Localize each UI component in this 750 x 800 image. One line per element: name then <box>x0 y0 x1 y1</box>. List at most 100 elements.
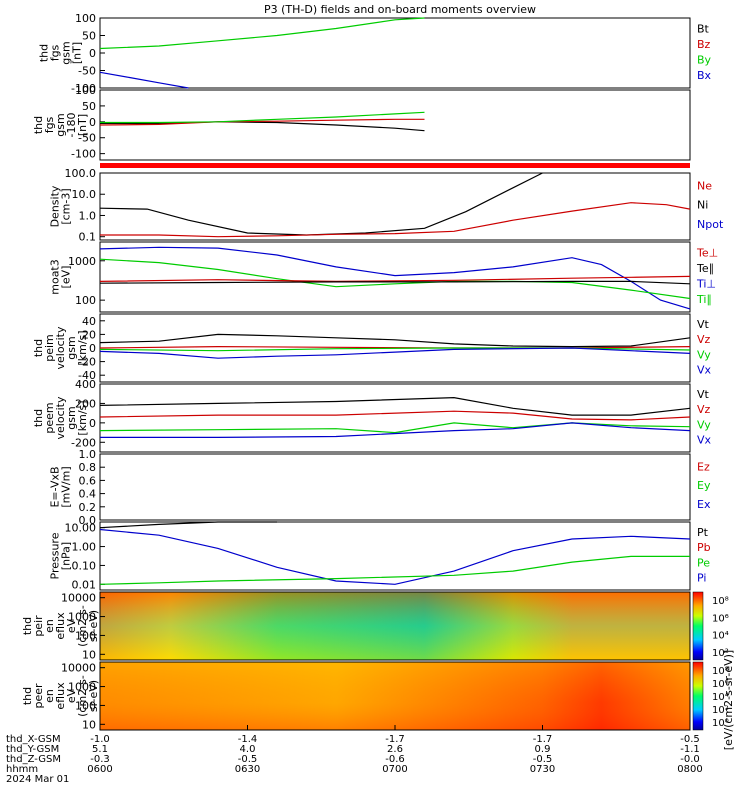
series-line-black <box>99 521 277 529</box>
y-axis-label-line: peem <box>43 402 56 433</box>
y-axis-label-line: [cm-3] <box>60 188 73 224</box>
y-axis-label: thdpeimvelocitygsm[km/s] <box>32 326 89 369</box>
y-axis-label-line: (cm2-s- <box>76 675 89 717</box>
y-axis-label-line: eflux <box>54 682 67 710</box>
colorbar-tick-label: 10⁶ <box>712 613 729 624</box>
y-axis-label-line: peer <box>32 683 45 709</box>
y-tick-label: 100 <box>75 12 96 25</box>
panel-frame <box>99 383 691 453</box>
y-tick-label: 1.00 <box>72 541 97 554</box>
x-tick-label: -1.7 <box>385 734 405 745</box>
figure-title: P3 (TH-D) fields and on-board moments ov… <box>264 3 536 16</box>
y-tick-label: 40 <box>82 315 96 328</box>
y-tick-label: 100 <box>75 84 96 97</box>
colorbar-tick-label: 10⁶ <box>712 679 729 690</box>
y-axis-label-line: gsm <box>60 41 73 64</box>
y-tick-label: 50 <box>82 100 96 113</box>
y-tick-label: 0.2 <box>79 501 97 514</box>
x-tick-label: 0600 <box>87 764 112 775</box>
x-tick-label: -0.5 <box>238 754 258 765</box>
x-row-label: thd_Z-GSM <box>6 754 61 765</box>
y-tick-label: 0.01 <box>72 578 97 591</box>
panels: 100500-50-100thdfgsgsm[nT]BtBzByBx100500… <box>21 12 735 750</box>
series-line-blue <box>99 528 691 585</box>
x-axis-block: -1.05.1-0.30600-1.44.0-0.50630-1.72.6-0.… <box>6 725 703 785</box>
y-axis-label-line: thd <box>21 687 34 705</box>
y-axis-label-line: eflux <box>54 612 67 640</box>
y-axis-label-line: Density <box>49 185 62 227</box>
y-tick-label: 0 <box>89 47 96 60</box>
y-tick-label: 100 <box>75 629 96 642</box>
y-axis-label: thdfgsgsm[nT] <box>38 41 84 64</box>
y-tick-label: -100 <box>71 148 96 161</box>
panel-frame <box>99 591 691 661</box>
colorbar <box>692 661 704 731</box>
y-axis-label-line: [nPa] <box>60 542 73 570</box>
y-axis-label-line: [km/s] <box>76 330 89 365</box>
colorbar-tick-label: 10⁸ <box>712 596 729 607</box>
y-axis-label-line: gsm <box>65 406 78 429</box>
y-axis-label-line: gsm <box>65 336 78 359</box>
y-tick-label: 100.0 <box>65 167 97 180</box>
y-tick-label: 0.6 <box>79 474 97 487</box>
series-line-green <box>99 17 425 50</box>
panel-frame <box>99 241 691 313</box>
x-tick-label: 0630 <box>235 764 260 775</box>
panel-7: 1.00.80.60.40.20.0 E=-VxB[mV/m] Ez Ey Ex <box>49 448 711 527</box>
x-tick-label: -1.7 <box>533 734 553 745</box>
y-axis-label-line: [km/s] <box>76 400 89 435</box>
spectrogram-overlay <box>100 592 690 660</box>
legend-entry: Pe <box>697 556 710 569</box>
legend-entry: Vy <box>697 348 711 361</box>
legend-entry: Te⊥ <box>696 246 718 259</box>
y-axis-label: moat3[eV] <box>49 259 73 295</box>
legend-entry: Te∥ <box>696 262 714 275</box>
y-tick-label: 0.10 <box>72 559 97 572</box>
x-tick-label: -0.5 <box>533 754 553 765</box>
y-tick-label: -20 <box>78 356 96 369</box>
y-axis-label-line: E=-VxB <box>49 466 62 507</box>
series-line-green <box>99 422 691 434</box>
panel-frame <box>99 89 691 161</box>
x-tick-label: -1.4 <box>238 734 258 745</box>
series-line-black <box>99 396 691 416</box>
series-line-red <box>99 118 425 126</box>
colorbar-label: [eV/(cm2-s-sr-eV)] <box>722 650 735 750</box>
y-axis-label-line: peim <box>43 334 56 362</box>
y-axis-label-line: thd <box>38 44 51 62</box>
y-tick-label: 0.8 <box>79 461 97 474</box>
y-tick-label: 1000 <box>68 255 96 268</box>
legend-entry: Pi <box>697 571 706 584</box>
panel-2: 100 50 0 -50 -100 thdfgsgsm-180[nT] <box>32 84 691 161</box>
series-line-green <box>99 555 690 585</box>
series-line-black <box>100 121 425 132</box>
y-tick-label: 20 <box>82 328 96 341</box>
legend-entry: Ti∥ <box>696 293 712 306</box>
y-axis-label-line: gsm <box>54 113 67 136</box>
x-tick-label: 0700 <box>382 764 407 775</box>
y-tick-label: 1000 <box>68 681 96 694</box>
y-tick-label: 50 <box>82 30 96 43</box>
series-line-green <box>99 258 691 300</box>
y-axis-label-line: thd <box>32 409 45 427</box>
panel-frame <box>99 521 691 591</box>
x-row-label: 2024 Mar 01 <box>6 774 69 785</box>
panel-frame <box>99 172 691 241</box>
legend-entry: Bx <box>697 69 712 82</box>
panel-1: 100 50 0 -50 -100 thdfgsgsm[nT] Bt Bz By Bx <box>38 12 712 95</box>
x-tick-label: -0.3 <box>90 754 110 765</box>
legend-entry: Vz <box>697 333 711 346</box>
y-axis-label-line: [mV/m] <box>60 466 73 507</box>
y-axis-label-line: fgs <box>49 44 62 61</box>
y-axis-label: E=-VxB[mV/m] <box>49 466 73 507</box>
y-tick-label: 200 <box>75 397 96 410</box>
y-axis-label: thdpeirenefluxeV(cm2-s-sr-eV) <box>21 605 100 647</box>
legend-entry: Bt <box>697 22 710 35</box>
series-line-blue <box>99 71 189 89</box>
x-tick-label: 4.0 <box>240 744 256 755</box>
y-axis-label: Density[cm-3] <box>49 185 73 227</box>
y-axis-label-line: eV <box>65 618 78 633</box>
colorbar-tick-label: 10² <box>712 705 729 716</box>
legend-entry: Ne <box>697 179 712 192</box>
